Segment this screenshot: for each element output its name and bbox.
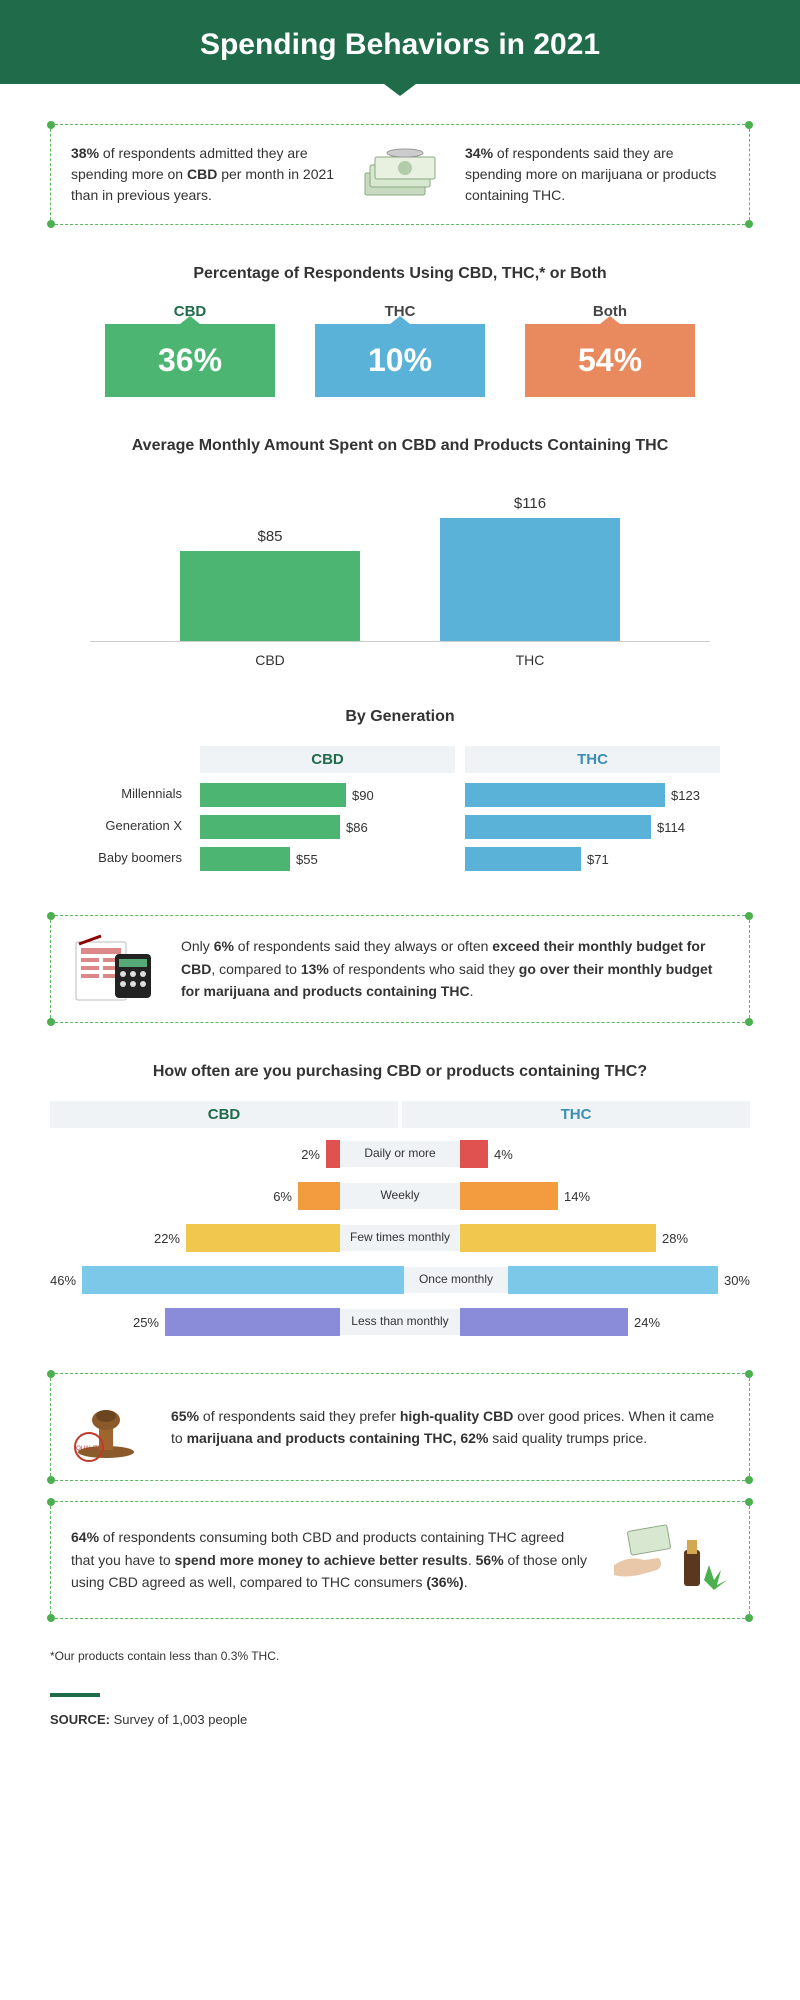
content: 38% of respondents admitted they are spe… xyxy=(0,84,800,1797)
generation-chart: MillennialsGeneration XBaby boomersCBD$9… xyxy=(50,746,750,875)
freq-row: 22% Few times monthly 28% xyxy=(50,1222,750,1254)
calculator-icon xyxy=(71,934,161,1004)
by-gen-title: By Generation xyxy=(50,708,750,726)
quality-box: QUALITY 65% of respondents said they pre… xyxy=(50,1373,750,1481)
freq-head-cbd: CBD xyxy=(50,1101,398,1128)
bar-label-cbd: CBD xyxy=(180,652,360,668)
header: Spending Behaviors in 2021 xyxy=(0,0,800,84)
usage-card: CBD 36% xyxy=(105,303,275,397)
freq-row: 46% Once monthly 30% xyxy=(50,1264,750,1296)
usage-row: CBD 36% THC 10% Both 54% xyxy=(50,303,750,397)
freq-row: 6% Weekly 14% xyxy=(50,1180,750,1212)
gen-col-thc: THC$123$114$71 xyxy=(465,746,720,875)
bar-col: $116 xyxy=(440,495,620,641)
hand-money-icon xyxy=(609,1520,729,1600)
stat-left: 38% of respondents admitted they are spe… xyxy=(71,143,335,206)
stat-right: 34% of respondents said they are spendin… xyxy=(465,143,729,206)
svg-text:QUALITY: QUALITY xyxy=(76,1446,102,1452)
money-stack-icon xyxy=(355,145,445,205)
footnote: *Our products contain less than 0.3% THC… xyxy=(50,1649,750,1663)
avg-spend-chart: $85 $116 xyxy=(90,475,710,642)
budget-text: Only 6% of respondents said they always … xyxy=(181,935,729,1002)
source-line: SOURCE: Survey of 1,003 people xyxy=(50,1712,750,1727)
results-text: 64% of respondents consuming both CBD an… xyxy=(71,1526,589,1593)
freq-head-thc: THC xyxy=(402,1101,750,1128)
budget-box: Only 6% of respondents said they always … xyxy=(50,915,750,1023)
usage-card: Both 54% xyxy=(525,303,695,397)
stamp-icon: QUALITY xyxy=(71,1392,151,1462)
page-title: Spending Behaviors in 2021 xyxy=(20,28,780,62)
bar-label-thc: THC xyxy=(440,652,620,668)
usage-title: Percentage of Respondents Using CBD, THC… xyxy=(50,265,750,283)
freq-title: How often are you purchasing CBD or prod… xyxy=(50,1063,750,1081)
avg-spend-title: Average Monthly Amount Spent on CBD and … xyxy=(50,437,750,455)
results-box: 64% of respondents consuming both CBD an… xyxy=(50,1501,750,1619)
usage-card: THC 10% xyxy=(315,303,485,397)
source-divider xyxy=(50,1693,100,1697)
bar-col: $85 xyxy=(180,495,360,641)
quality-text: 65% of respondents said they prefer high… xyxy=(171,1405,729,1450)
freq-row: 25% Less than monthly 24% xyxy=(50,1306,750,1338)
freq-row: 2% Daily or more 4% xyxy=(50,1138,750,1170)
gen-col-cbd: CBD$90$86$55 xyxy=(200,746,455,875)
frequency-chart: CBD THC 2% Daily or more 4% 6% Weekly 14… xyxy=(50,1101,750,1338)
top-stats-box: 38% of respondents admitted they are spe… xyxy=(50,124,750,225)
